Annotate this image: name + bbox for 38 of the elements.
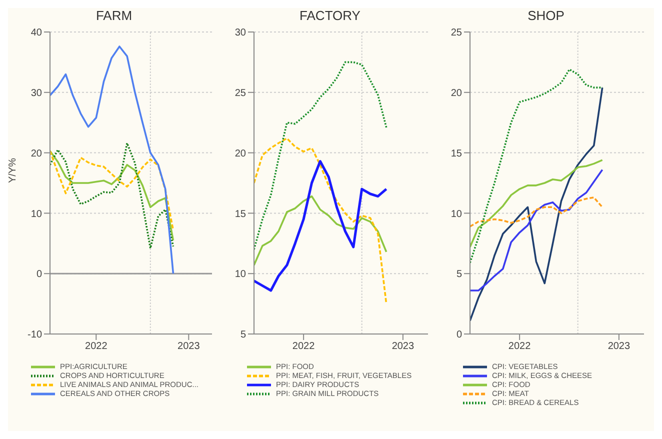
y-tick-label: 10: [234, 269, 246, 280]
y-tick-label: 20: [450, 88, 462, 99]
y-tick-label: 25: [234, 88, 246, 99]
y-tick-label: 5: [240, 330, 246, 341]
y-tick-label: 10: [30, 208, 42, 220]
line-series: [470, 159, 604, 248]
line-series: [470, 86, 604, 322]
line-series: [254, 61, 388, 250]
y-tick-label: 40: [30, 28, 42, 39]
x-tick-label: 2023: [608, 341, 631, 352]
y-tick-label: 0: [36, 269, 42, 280]
y-tick-label: 5: [456, 269, 462, 280]
x-tick-label: 2023: [392, 341, 415, 352]
line-series: [50, 46, 174, 274]
y-tick-label: 10: [450, 208, 462, 220]
x-tick-label: 2022: [85, 341, 108, 352]
x-tick-label: 2022: [508, 341, 532, 352]
line-series: [470, 68, 604, 264]
line-series: [254, 195, 388, 266]
chart-title: SHOP: [526, 8, 566, 25]
y-tick-label: -10: [28, 330, 42, 341]
y-tick-label: 30: [30, 88, 42, 99]
y-tick-label: 25: [450, 28, 462, 39]
y-axis-title: Y/Y%: [8, 158, 19, 183]
y-tick-label: 20: [234, 148, 246, 160]
y-tick-label: 15: [450, 148, 462, 160]
y-tick-label: 0: [456, 330, 462, 341]
x-tick-label: 2023: [178, 341, 200, 352]
line-series: [254, 137, 388, 305]
line-series: [470, 196, 604, 228]
x-tick-label: 2022: [292, 341, 316, 352]
chart-title: FACTORY: [298, 8, 362, 25]
line-series: [254, 160, 388, 292]
y-tick-label: 15: [234, 208, 246, 220]
y-tick-label: 30: [234, 28, 246, 39]
chart-title: FARM: [94, 8, 134, 25]
y-tick-label: 20: [30, 148, 42, 160]
line-series: [470, 168, 604, 292]
